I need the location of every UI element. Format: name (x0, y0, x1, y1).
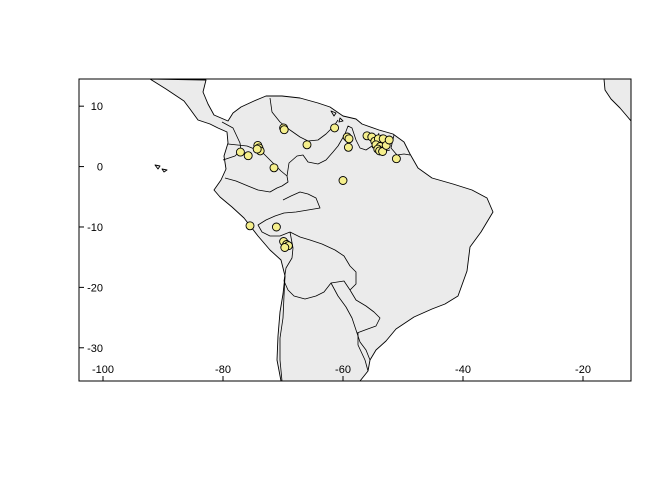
x-tick-label: -40 (455, 364, 471, 376)
occurrence-point (338, 176, 348, 185)
occurrence-point (384, 135, 394, 145)
y-tick-label: -20 (87, 282, 103, 294)
occurrence-point (235, 147, 245, 157)
occurrence-point (252, 144, 262, 154)
occurrence-point (245, 221, 255, 231)
x-axis: -100 -80 -60 -40 -20 (92, 364, 591, 381)
plot-frame (78, 78, 632, 382)
occurrence-point (271, 222, 281, 232)
y-axis: 10 0 -10 -20 -30 (79, 101, 103, 355)
occurrence-point (343, 142, 353, 152)
caribbean-islands (330, 110, 344, 123)
x-tick-label: -80 (215, 364, 231, 376)
occurrence-point (344, 134, 354, 144)
occurrence-point (330, 123, 340, 133)
occurrence-point (280, 243, 290, 252)
south-america-landmass (149, 79, 494, 381)
occurrence-point (279, 125, 289, 135)
occurrence-point (243, 151, 253, 161)
y-tick-label: -10 (87, 222, 103, 234)
galapagos-islands (154, 164, 168, 173)
country-borders (221, 97, 411, 381)
y-tick-label: 0 (97, 162, 103, 174)
africa-landmass (603, 79, 631, 122)
occurrence-point (302, 140, 312, 150)
x-tick-label: -20 (575, 364, 591, 376)
x-tick-label: -100 (92, 364, 114, 376)
map-panel (149, 79, 631, 381)
x-tick-label: -60 (335, 364, 351, 376)
y-tick-label: -30 (87, 343, 103, 355)
y-tick-label: 10 (91, 101, 103, 113)
occurrence-points (235, 123, 401, 252)
occurrence-point (269, 163, 279, 173)
occurrence-point (391, 154, 401, 164)
